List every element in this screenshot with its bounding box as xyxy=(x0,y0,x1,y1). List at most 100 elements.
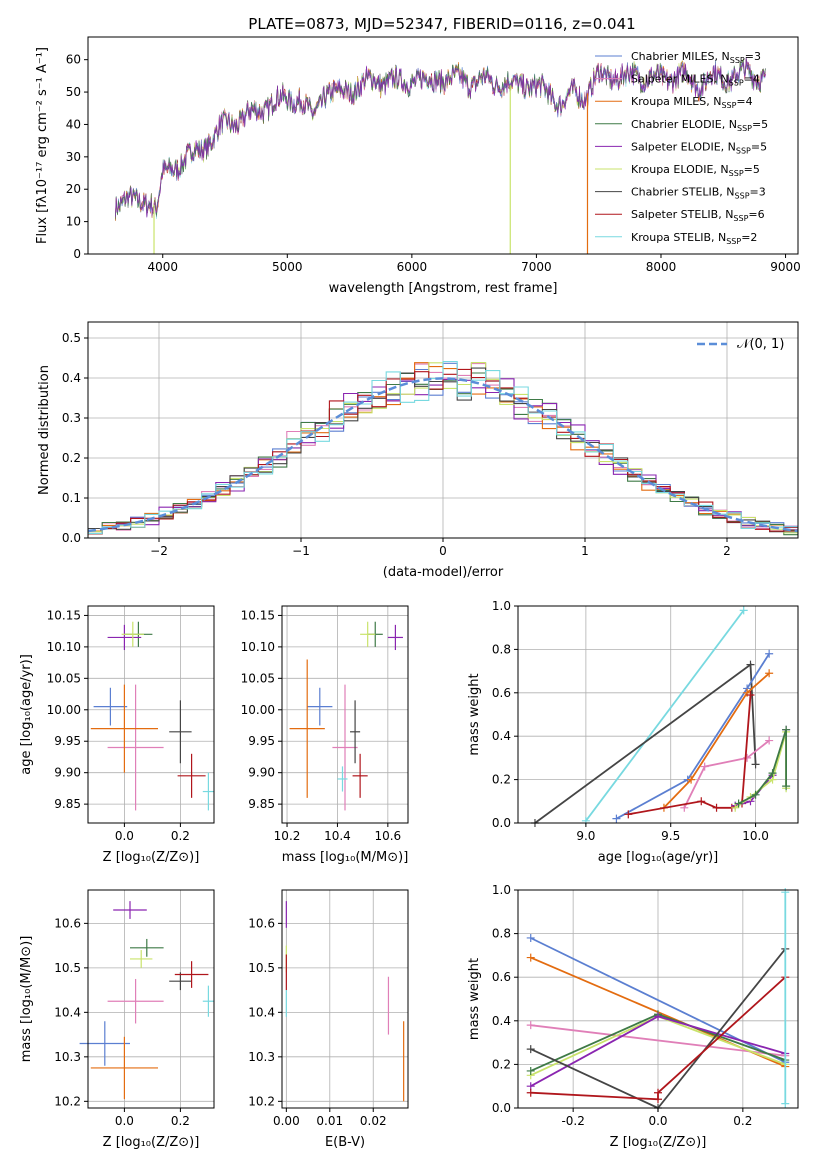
y-tick-label: 10.10 xyxy=(47,640,81,654)
massweight_vs_age-panel: 9.0 9.5 10.0 0.0 0.2 0.4 0.6 0.8 1.0 age [log₁₀(a… xyxy=(467,599,799,865)
y-tick-label: 0 xyxy=(73,247,81,261)
weight-point-kroupa_miles xyxy=(526,953,535,962)
y-tick-label: 10.10 xyxy=(241,640,275,654)
x-tick-label: 5000 xyxy=(272,260,303,274)
weight-point-salpeter_miles xyxy=(765,736,774,745)
age_vs_Z-panel: 0.0 0.2 9.85 9.90 9.95 10.00 10.05 10.10 10.15 Z … xyxy=(19,605,215,865)
y-tick-label: 9.90 xyxy=(54,766,81,780)
x-tick-label: 0.0 xyxy=(115,1114,134,1128)
legend-entry-chabrier_miles: Chabrier MILES, NSSP=3 xyxy=(631,50,761,65)
y-tick-label: 10.3 xyxy=(248,1050,275,1064)
x-tick-label: 6000 xyxy=(397,260,428,274)
axes-frame xyxy=(87,36,799,255)
y-tick-label: 0.2 xyxy=(492,1057,511,1071)
y-tick-label: 0.4 xyxy=(492,1014,511,1028)
y-tick-label: 0.2 xyxy=(62,451,81,465)
weight-point-chabrier_miles xyxy=(612,814,621,823)
mass_vs_Z-panel: 0.0 0.2 10.2 10.3 10.4 10.5 10.6 Z [log₁₀(Z/Z⊙)… xyxy=(19,889,215,1150)
weight-point-kroupa_stelib xyxy=(781,1099,790,1108)
weight-point-salpeter_elodie xyxy=(654,1012,662,1021)
y-tick-label: 10.2 xyxy=(54,1094,81,1108)
x-tick-label: 7000 xyxy=(521,260,552,274)
y-tick-label: 10.5 xyxy=(248,961,275,975)
y-tick-label: 10.15 xyxy=(241,608,275,622)
y-tick-label: 50 xyxy=(66,85,81,99)
y-tick-label: 10 xyxy=(66,215,81,229)
legend-entry-kroupa_miles: Kroupa MILES, NSSP=4 xyxy=(631,95,753,110)
legend-entry-kroupa_elodie: Kroupa ELODIE, NSSP=5 xyxy=(631,163,760,178)
weight-line-salpeter_miles xyxy=(530,1024,786,1057)
figure-title: PLATE=0873, MJD=52347, FIBERID=0116, z=0… xyxy=(248,15,635,33)
x-tick-label: -0.2 xyxy=(561,1114,584,1128)
x-axis-label: Z [log₁₀(Z/Z⊙)] xyxy=(103,850,200,865)
x-axis-label: Z [log₁₀(Z/Z⊙)] xyxy=(610,1135,707,1150)
y-tick-label: 0.6 xyxy=(492,970,511,984)
y-axis-label: mass weight xyxy=(467,958,482,1040)
x-tick-label: 10.0 xyxy=(742,829,769,843)
x-tick-label: 0.2 xyxy=(171,1114,190,1128)
x-tick-label: −2 xyxy=(150,544,168,558)
x-axis-label: mass [log₁₀(M/M⊙)] xyxy=(282,850,409,865)
y-tick-label: 0.0 xyxy=(62,531,81,545)
x-tick-label: 9000 xyxy=(770,260,801,274)
spectrum-line-chabrier_elodie xyxy=(115,57,766,219)
y-tick-label: 0.6 xyxy=(492,686,511,700)
x-tick-label: 10.2 xyxy=(274,829,301,843)
y-tick-label: 0.2 xyxy=(492,773,511,787)
axes-frame xyxy=(87,605,215,824)
y-axis-label: mass [log₁₀(M/M⊙)] xyxy=(19,936,34,1063)
legend-entry-salpeter_miles: Salpeter MILES, NSSP=4 xyxy=(631,73,760,88)
x-axis-label: age [log₁₀(age/yr)] xyxy=(598,850,719,865)
age_vs_mass-panel: 10.2 10.4 10.6 9.85 9.90 9.95 10.00 10.05 10.10 1… xyxy=(241,605,409,865)
x-tick-label: 8000 xyxy=(646,260,677,274)
legend-entry-kroupa_stelib: Kroupa STELIB, NSSP=2 xyxy=(631,231,757,246)
weight-point-salpeter_miles xyxy=(700,762,709,771)
x-tick-label: 0.00 xyxy=(273,1114,300,1128)
y-tick-label: 0.4 xyxy=(62,371,81,385)
weight-line-kroupa_miles xyxy=(663,672,770,809)
x-tick-label: 0.02 xyxy=(360,1114,387,1128)
weight-point-chabrier_stelib xyxy=(526,1045,535,1054)
weight-line-salpeter_miles xyxy=(683,739,770,809)
y-tick-label: 10.00 xyxy=(241,703,275,717)
y-tick-label: 10.4 xyxy=(54,1005,81,1019)
y-tick-label: 0.4 xyxy=(492,729,511,743)
y-tick-label: 10.05 xyxy=(241,671,275,685)
y-tick-label: 9.95 xyxy=(248,734,275,748)
spectrum-line-salpeter_elodie xyxy=(115,57,766,218)
y-tick-label: 20 xyxy=(66,182,81,196)
x-axis-label: wavelength [Angstrom, rest frame] xyxy=(329,281,558,296)
y-axis-label: Flux [fλ10⁻¹⁷ erg cm⁻² s⁻¹ A⁻¹] xyxy=(35,47,50,244)
y-axis-label: mass weight xyxy=(467,673,482,755)
x-tick-label: 0.2 xyxy=(733,1114,752,1128)
y-axis-label: age [log₁₀(age/yr)] xyxy=(19,654,34,775)
x-tick-label: −1 xyxy=(292,544,310,558)
weight-point-salpeter_stelib xyxy=(746,690,755,699)
weight-point-chabrier_miles xyxy=(765,649,774,658)
x-tick-label: 0.2 xyxy=(171,829,190,843)
y-tick-label: 10.5 xyxy=(54,961,81,975)
weight-line-chabrier_miles xyxy=(615,653,770,820)
weight-point-kroupa_stelib xyxy=(781,888,790,897)
y-tick-label: 0.0 xyxy=(492,816,511,830)
histogram-kroupa_stelib xyxy=(88,360,798,535)
weight-point-chabrier_elodie xyxy=(734,799,743,808)
weight-point-kroupa_miles xyxy=(687,775,696,784)
y-tick-label: 10.6 xyxy=(248,916,275,930)
x-tick-label: 2 xyxy=(723,544,731,558)
y-tick-label: 0.8 xyxy=(492,927,511,941)
weight-line-kroupa_stelib xyxy=(585,609,745,822)
residuals-panel: −2 −1 0 1 2 0.0 0.1 0.2 0.3 0.4 0.5 (data-model)/er… xyxy=(37,321,799,580)
y-tick-label: 10.15 xyxy=(47,608,81,622)
massweight_vs_Z-panel: -0.2 0.0 0.2 0.0 0.2 0.4 0.6 0.8 1.0 Z [log₁₀(Z/Z… xyxy=(467,883,799,1150)
legend-entry-salpeter_elodie: Salpeter ELODIE, NSSP=5 xyxy=(631,140,767,155)
weight-point-kroupa_elodie xyxy=(731,803,740,812)
y-tick-label: 10.2 xyxy=(248,1094,275,1108)
weight-point-salpeter_stelib xyxy=(697,797,706,806)
x-axis-label: Z [log₁₀(Z/Z⊙)] xyxy=(103,1135,200,1150)
weight-point-salpeter_stelib xyxy=(654,1088,662,1097)
y-tick-label: 0.1 xyxy=(62,491,81,505)
weight-point-salpeter_stelib xyxy=(712,803,721,812)
y-tick-label: 1.0 xyxy=(492,883,511,897)
plots-layer: 4000 5000 6000 7000 8000 90000102030405060wav… xyxy=(19,36,801,1150)
